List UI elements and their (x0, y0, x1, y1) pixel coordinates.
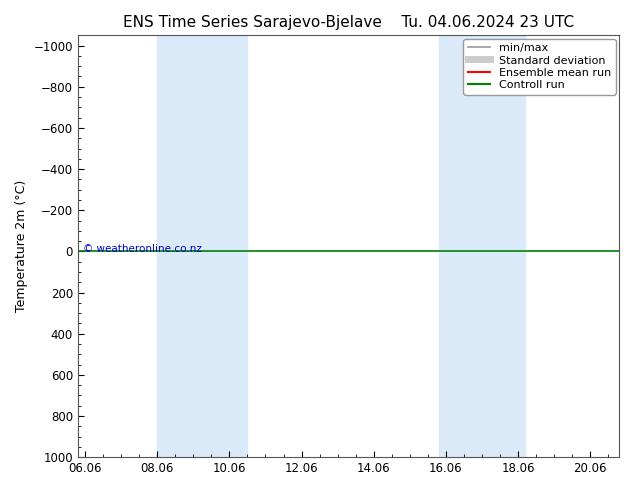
Y-axis label: Temperature 2m (°C): Temperature 2m (°C) (15, 180, 28, 312)
Bar (157, 35, 247, 457)
Bar (439, 35, 525, 457)
Legend: min/max, Standard deviation, Ensemble mean run, Controll run: min/max, Standard deviation, Ensemble me… (463, 39, 616, 95)
Text: © weatheronline.co.nz: © weatheronline.co.nz (83, 244, 202, 254)
Title: ENS Time Series Sarajevo-Bjelave    Tu. 04.06.2024 23 UTC: ENS Time Series Sarajevo-Bjelave Tu. 04.… (123, 15, 574, 30)
